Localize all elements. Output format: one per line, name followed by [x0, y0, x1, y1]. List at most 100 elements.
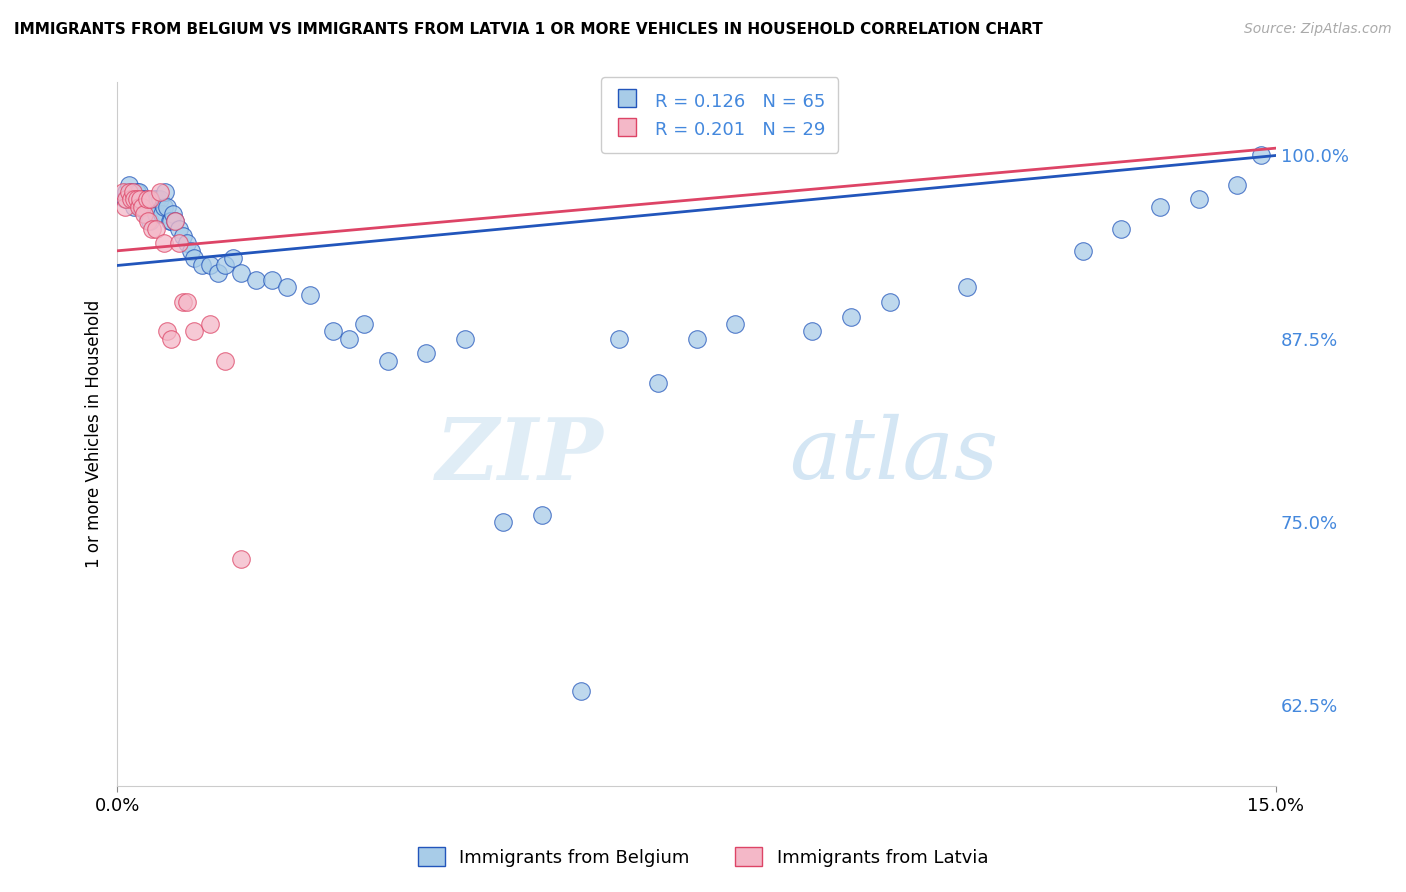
Point — [120, 193, 142, 207]
Text: Source: ZipAtlas.com: Source: ZipAtlas.com — [1244, 22, 1392, 37]
Point — [569, 683, 592, 698]
Point — [138, 193, 160, 207]
Point — [260, 273, 283, 287]
Point — [377, 353, 399, 368]
Point — [839, 310, 862, 324]
Point — [118, 178, 141, 192]
Point — [160, 332, 183, 346]
Point — [125, 185, 148, 199]
Point — [167, 222, 190, 236]
Point — [150, 207, 173, 221]
Point — [115, 193, 138, 207]
Point — [122, 200, 145, 214]
Point — [146, 193, 169, 207]
Point — [134, 207, 156, 221]
Point — [1111, 222, 1133, 236]
Point — [112, 185, 135, 199]
Point — [141, 222, 163, 236]
Point — [245, 273, 267, 287]
Point — [153, 185, 176, 199]
Point — [159, 214, 181, 228]
Point — [134, 193, 156, 207]
Point — [454, 332, 477, 346]
Point — [162, 207, 184, 221]
Point — [135, 207, 157, 221]
Point — [141, 200, 163, 214]
Point — [156, 200, 179, 214]
Point — [229, 551, 252, 566]
Point — [229, 266, 252, 280]
Point — [152, 200, 174, 214]
Point — [121, 193, 143, 207]
Point — [685, 332, 707, 346]
Point — [956, 280, 979, 294]
Point — [135, 193, 157, 207]
Point — [191, 259, 214, 273]
Point — [1188, 193, 1211, 207]
Point — [156, 325, 179, 339]
Point — [115, 185, 138, 199]
Point — [172, 229, 194, 244]
Point — [607, 332, 630, 346]
Y-axis label: 1 or more Vehicles in Household: 1 or more Vehicles in Household — [86, 300, 103, 568]
Point — [1226, 178, 1249, 192]
Point — [131, 193, 153, 207]
Point — [176, 236, 198, 251]
Point — [143, 193, 166, 207]
Text: ZIP: ZIP — [436, 414, 603, 497]
Point — [492, 515, 515, 529]
Point — [118, 185, 141, 199]
Point — [801, 325, 824, 339]
Point — [214, 259, 236, 273]
Point — [165, 214, 187, 228]
Point — [136, 214, 159, 228]
Point — [149, 185, 172, 199]
Point — [120, 185, 142, 199]
Point — [122, 193, 145, 207]
Point — [114, 193, 136, 207]
Point — [172, 295, 194, 310]
Point — [129, 200, 152, 214]
Point — [165, 214, 187, 228]
Point — [1149, 200, 1171, 214]
Point — [125, 193, 148, 207]
Point — [531, 508, 554, 522]
Point — [160, 214, 183, 228]
Point — [121, 185, 143, 199]
Legend: Immigrants from Belgium, Immigrants from Latvia: Immigrants from Belgium, Immigrants from… — [411, 840, 995, 874]
Point — [183, 251, 205, 265]
Point — [180, 244, 202, 258]
Point — [214, 353, 236, 368]
Point — [145, 222, 167, 236]
Point — [145, 207, 167, 221]
Point — [176, 295, 198, 310]
Point — [353, 317, 375, 331]
Point — [322, 325, 344, 339]
Point — [415, 346, 437, 360]
Point — [198, 317, 221, 331]
Point — [138, 214, 160, 228]
Point — [149, 193, 172, 207]
Point — [128, 185, 150, 199]
Point — [724, 317, 747, 331]
Point — [207, 266, 229, 280]
Point — [222, 251, 245, 265]
Point — [136, 200, 159, 214]
Text: IMMIGRANTS FROM BELGIUM VS IMMIGRANTS FROM LATVIA 1 OR MORE VEHICLES IN HOUSEHOL: IMMIGRANTS FROM BELGIUM VS IMMIGRANTS FR… — [14, 22, 1043, 37]
Point — [167, 236, 190, 251]
Point — [647, 376, 669, 390]
Point — [114, 200, 136, 214]
Point — [131, 200, 153, 214]
Point — [337, 332, 360, 346]
Point — [1250, 148, 1272, 162]
Legend: R = 0.126   N = 65, R = 0.201   N = 29: R = 0.126 N = 65, R = 0.201 N = 29 — [602, 77, 838, 153]
Point — [198, 259, 221, 273]
Point — [276, 280, 298, 294]
Point — [879, 295, 901, 310]
Point — [128, 200, 150, 214]
Point — [299, 288, 322, 302]
Text: atlas: atlas — [789, 414, 998, 497]
Point — [1071, 244, 1094, 258]
Point — [152, 236, 174, 251]
Point — [183, 325, 205, 339]
